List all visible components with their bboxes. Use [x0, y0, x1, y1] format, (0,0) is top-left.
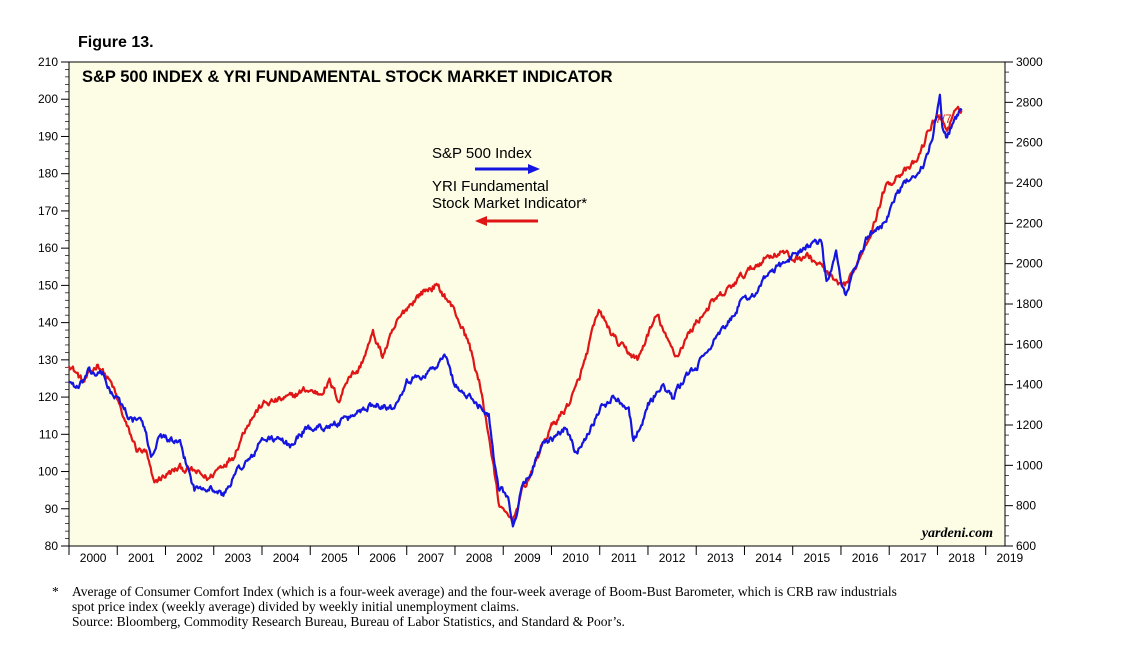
- x-tick-label: 2018: [948, 551, 975, 565]
- right-tick-label: 800: [1016, 499, 1036, 513]
- right-tick-label: 2000: [1016, 257, 1043, 271]
- right-tick-label: 2400: [1016, 176, 1043, 190]
- yri-indicator-line: [67, 105, 963, 525]
- x-tick-label: 2011: [611, 551, 637, 565]
- x-tick-label: 2016: [852, 551, 879, 565]
- footnote-line-2: spot price index (weekly average) divide…: [72, 599, 520, 614]
- end-date-annotation: 7/7: [935, 112, 952, 126]
- left-tick-label: 180: [38, 167, 58, 181]
- x-tick-label: 2014: [755, 551, 782, 565]
- right-tick-label: 1600: [1016, 337, 1043, 351]
- legend-sp500-arrow-icon: [475, 164, 540, 174]
- right-tick-label: 1800: [1016, 297, 1043, 311]
- x-tick-label: 2002: [176, 551, 203, 565]
- right-axis-ticks: 600 800 1000 1200 1400 1600 1800 2000 2200 2400 26…: [1005, 55, 1043, 553]
- x-tick-label: 2013: [707, 551, 734, 565]
- right-tick-label: 1400: [1016, 378, 1043, 392]
- left-tick-label: 100: [38, 465, 58, 479]
- left-tick-label: 160: [38, 241, 58, 255]
- right-tick-label: 1200: [1016, 418, 1043, 432]
- footnote-line-1: Average of Consumer Comfort Index (which…: [72, 584, 897, 599]
- x-tick-label: 2003: [225, 551, 252, 565]
- left-tick-label: 150: [38, 278, 58, 292]
- plot-area: [68, 61, 1006, 547]
- footnote-line-3: Source: Bloomberg, Commodity Research Bu…: [72, 614, 625, 629]
- right-tick-label: 1000: [1016, 458, 1043, 472]
- series-layer: [67, 93, 963, 528]
- left-tick-label: 210: [38, 55, 58, 69]
- legend-sp500-label: S&P 500 Index: [432, 145, 532, 162]
- x-tick-label: 2017: [900, 551, 927, 565]
- right-tick-label: 600: [1016, 539, 1036, 553]
- footnote-star: *: [52, 584, 59, 599]
- x-tick-label: 2001: [128, 551, 155, 565]
- x-tick-label: 2004: [273, 551, 300, 565]
- left-tick-label: 120: [38, 390, 58, 404]
- x-tick-label: 2012: [659, 551, 686, 565]
- right-tick-label: 2800: [1016, 95, 1043, 109]
- left-tick-label: 80: [45, 539, 59, 553]
- right-tick-label: 2600: [1016, 136, 1043, 150]
- sp500-index-line: [68, 93, 963, 528]
- x-tick-label: 2008: [466, 551, 493, 565]
- x-tick-label: 2010: [562, 551, 589, 565]
- x-tick-label: 2005: [321, 551, 348, 565]
- x-axis-ticks: 2000 2001 2002 2003 2004 2005 2006 2007 2008 2009…: [68, 546, 1023, 565]
- chart: 8090100110120130140150160170180190200210…: [38, 55, 1043, 565]
- left-tick-label: 110: [39, 427, 58, 441]
- watermark: yardeni.com: [920, 526, 993, 541]
- left-tick-label: 90: [45, 502, 59, 516]
- left-tick-label: 200: [38, 92, 58, 106]
- left-tick-label: 170: [38, 204, 58, 218]
- legend-yri-arrow-icon: [475, 216, 538, 226]
- left-tick-label: 130: [38, 353, 58, 367]
- figure-label: Figure 13.: [78, 34, 154, 51]
- legend-yri-label-line1: YRI Fundamental: [432, 178, 549, 195]
- x-tick-label: 2000: [80, 551, 107, 565]
- left-tick-label: 190: [38, 129, 58, 143]
- x-tick-label: 2006: [369, 551, 396, 565]
- left-tick-label: 140: [38, 316, 58, 330]
- right-tick-label: 3000: [1016, 55, 1043, 69]
- legend-yri-label-line2: Stock Market Indicator*: [432, 195, 587, 212]
- left-axis-ticks: 80 90 100 110 120 130 140 150 160 170 180 190 200 210: [38, 55, 69, 553]
- x-tick-label: 2007: [418, 551, 445, 565]
- x-tick-label: 2009: [514, 551, 541, 565]
- footnote: * Average of Consumer Comfort Index (whi…: [52, 584, 1052, 629]
- right-tick-label: 2200: [1016, 216, 1043, 230]
- x-tick-label: 2015: [803, 551, 830, 565]
- chart-title: S&P 500 INDEX & YRI FUNDAMENTAL STOCK MA…: [82, 68, 613, 86]
- x-tick-label: 2019: [996, 551, 1023, 565]
